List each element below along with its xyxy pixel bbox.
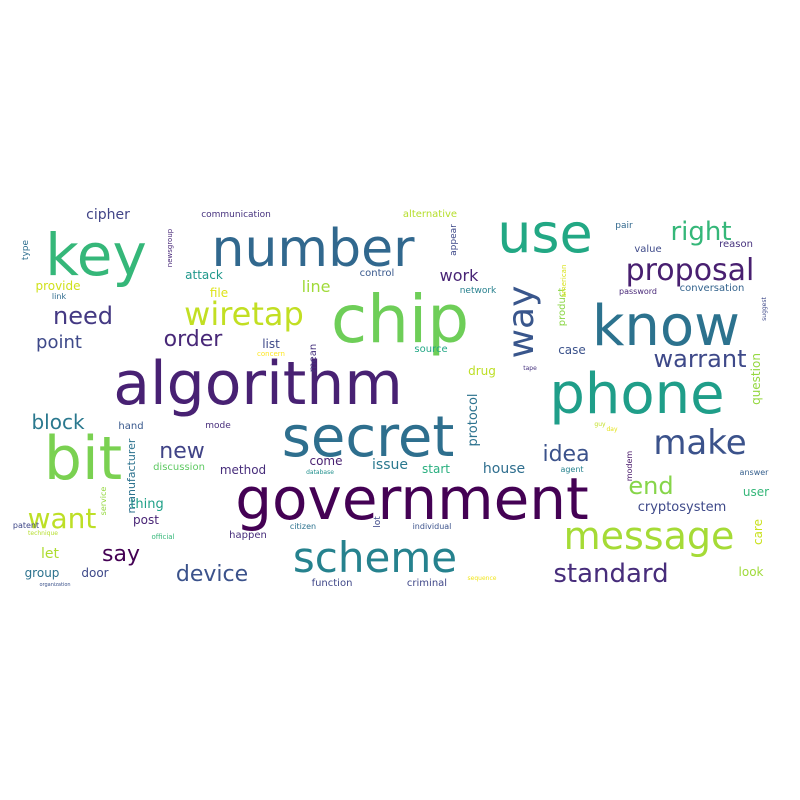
word-pair: pair	[615, 221, 633, 231]
word-want: want	[28, 502, 97, 535]
word-day: day	[606, 426, 617, 433]
word-warrant: warrant	[654, 345, 747, 373]
word-function: function	[312, 578, 353, 589]
word-use: use	[497, 202, 593, 265]
word-line: line	[302, 277, 331, 296]
word-conversation: conversation	[680, 283, 745, 294]
word-happen: happen	[229, 530, 267, 541]
word-number: number	[212, 219, 416, 279]
word-order: order	[164, 327, 224, 352]
word-device: device	[176, 562, 248, 587]
word-message: message	[564, 514, 735, 558]
word-protocol: protocol	[466, 393, 481, 446]
word-citizen: citizen	[290, 522, 316, 531]
word-technique: technique	[28, 530, 58, 537]
word-key: key	[45, 221, 147, 289]
word-concern: concern	[257, 350, 285, 358]
word-source: source	[414, 344, 447, 355]
word-link: link	[52, 292, 67, 301]
word-say: say	[102, 542, 140, 567]
word-cipher: cipher	[86, 207, 130, 223]
word-house: house	[483, 461, 525, 477]
word-password: password	[619, 287, 657, 296]
word-list: list	[262, 337, 280, 351]
word-start: start	[422, 462, 450, 476]
word-case: case	[558, 343, 586, 357]
word-work: work	[440, 266, 479, 285]
word-issue: issue	[372, 457, 408, 473]
word-attack: attack	[185, 268, 223, 282]
word-phone: phone	[549, 362, 724, 427]
word-drug: drug	[468, 364, 496, 378]
word-way: way	[501, 286, 542, 359]
word-point: point	[36, 332, 82, 353]
word-product: product	[557, 288, 568, 327]
word-american: american	[560, 265, 568, 298]
word-algorithm: algorithm	[113, 349, 403, 419]
word-cryptosystem: cryptosystem	[638, 500, 727, 515]
word-manufacturer: manufacturer	[125, 438, 138, 513]
word-individual: individual	[413, 522, 452, 531]
word-door: door	[81, 566, 108, 580]
word-patent: patent	[13, 521, 39, 530]
word-idea: idea	[542, 442, 589, 467]
word-agent: agent	[560, 465, 583, 474]
word-secret: secret	[282, 405, 455, 470]
word-type: type	[21, 239, 31, 260]
word-look: look	[739, 565, 764, 579]
word-lot: lot	[373, 516, 383, 528]
word-alternative: alternative	[403, 209, 457, 220]
word-guy: guy	[594, 421, 606, 428]
word-proposal: proposal	[626, 253, 755, 288]
word-method: method	[220, 463, 266, 477]
word-know: know	[592, 294, 740, 359]
word-post: post	[133, 513, 159, 527]
word-right: right	[670, 217, 731, 247]
word-let: let	[41, 546, 60, 562]
word-appear: appear	[449, 224, 459, 256]
word-sequence: sequence	[468, 575, 497, 582]
word-newsgroup: newsgroup	[166, 228, 174, 267]
word-provide: provide	[35, 279, 80, 293]
word-communication: communication	[201, 210, 271, 220]
word-tape: tape	[523, 365, 537, 372]
word-reason: reason	[719, 239, 753, 250]
word-scheme: scheme	[293, 533, 457, 582]
word-group: group	[25, 566, 60, 580]
word-organization: organization	[39, 582, 70, 588]
word-user: user	[743, 485, 769, 499]
word-bit: bit	[44, 424, 122, 494]
word-need: need	[53, 302, 113, 330]
word-end: end	[628, 472, 673, 500]
word-block: block	[31, 410, 84, 434]
word-file: file	[210, 286, 228, 300]
word-new: new	[159, 439, 204, 464]
word-suggest: suggest	[761, 296, 768, 320]
word-discussion: discussion	[153, 462, 205, 473]
word-chip: chip	[331, 281, 469, 358]
word-standard: standard	[553, 559, 668, 589]
word-modem: modem	[625, 451, 634, 482]
word-care: care	[751, 519, 765, 545]
word-wiretap: wiretap	[184, 295, 304, 333]
word-come: come	[309, 454, 342, 468]
word-make: make	[653, 423, 746, 463]
word-control: control	[360, 268, 395, 279]
word-criminal: criminal	[407, 578, 447, 589]
word-thing: thing	[130, 497, 163, 512]
word-service: service	[99, 487, 108, 516]
word-mode: mode	[205, 421, 231, 431]
word-answer: answer	[740, 468, 770, 477]
word-hand: hand	[118, 421, 143, 432]
word-database: database	[306, 469, 334, 476]
word-value: value	[634, 244, 661, 255]
word-government: government	[235, 465, 589, 533]
word-official: official	[151, 533, 174, 541]
word-network: network	[460, 286, 497, 296]
word-question: question	[749, 353, 763, 405]
word-mean: mean	[308, 344, 319, 372]
